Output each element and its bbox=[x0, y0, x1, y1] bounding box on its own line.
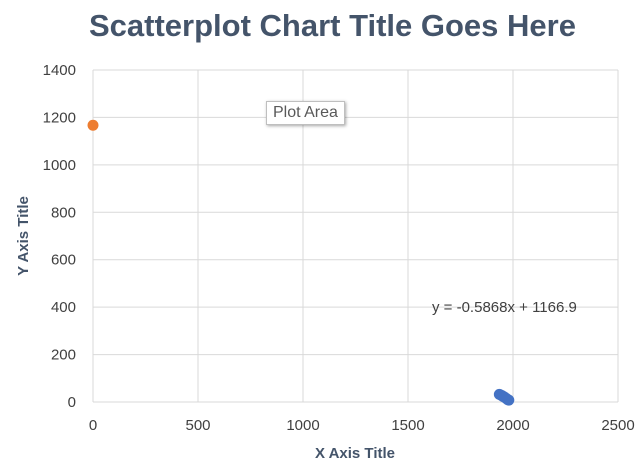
x-tick-label: 1000 bbox=[286, 417, 319, 434]
y-tick-label: 200 bbox=[51, 347, 76, 364]
gridlines bbox=[92, 69, 619, 403]
y-tick-label: 1200 bbox=[43, 109, 76, 126]
y-tick-label: 400 bbox=[51, 299, 76, 316]
x-tick-label: 2500 bbox=[601, 417, 634, 434]
y-tick-label: 600 bbox=[51, 252, 76, 269]
chart-title[interactable]: Scatterplot Chart Title Goes Here bbox=[89, 8, 576, 43]
plot-area-tooltip: Plot Area bbox=[266, 101, 345, 125]
x-tick-label: 500 bbox=[185, 417, 210, 434]
x-tick-label: 0 bbox=[89, 417, 97, 434]
x-axis-title[interactable]: X Axis Title bbox=[315, 445, 395, 462]
y-tick-label: 1000 bbox=[43, 157, 76, 174]
data-point[interactable] bbox=[87, 119, 99, 131]
tick-labels: 0 200 400 600 800 1000 1200 1400 0 500 1000 1500 200… bbox=[43, 62, 635, 434]
y-axis-title[interactable]: Y Axis Title bbox=[15, 196, 32, 276]
y-tick-label: 1400 bbox=[43, 62, 76, 79]
x-tick-label: 2000 bbox=[496, 417, 529, 434]
data-points bbox=[87, 119, 515, 406]
data-point[interactable] bbox=[503, 394, 515, 406]
trendline-label[interactable]: y = -0.5868x + 1166.9 bbox=[432, 299, 577, 316]
y-tick-label: 800 bbox=[51, 204, 76, 221]
x-tick-label: 1500 bbox=[391, 417, 424, 434]
y-tick-label: 0 bbox=[68, 394, 76, 411]
